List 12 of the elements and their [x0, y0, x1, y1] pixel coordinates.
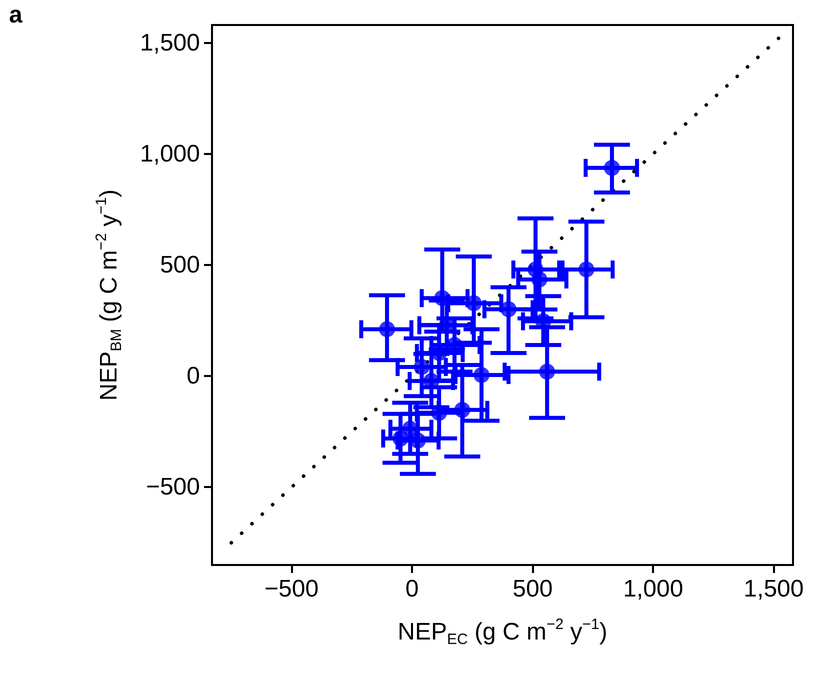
x-tick-label: 500: [512, 576, 553, 602]
y-tick-label: −500: [146, 474, 200, 501]
y-tick-label: 0: [186, 362, 200, 390]
y-tick-label: 1,500: [140, 29, 200, 56]
y-tick-label: 1,000: [140, 140, 200, 168]
x-tick-label: 1,000: [623, 576, 684, 602]
text: a: [9, 2, 23, 28]
x-tick-label: −500: [264, 576, 319, 602]
y-axis-title: NEPBM (g C m−2 y−1): [93, 189, 125, 401]
y-tick-label: 500: [160, 252, 200, 278]
x-tick-label: 1,500: [744, 576, 804, 602]
x-tick-label: 0: [405, 576, 419, 602]
